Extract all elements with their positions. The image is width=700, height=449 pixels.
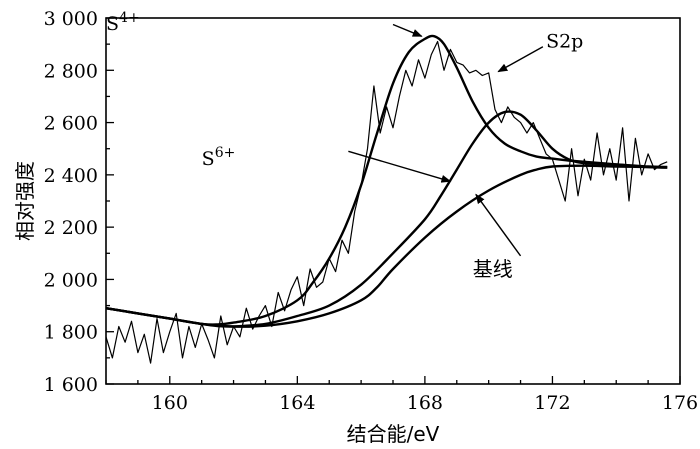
plot-area xyxy=(105,34,668,364)
x-tick-label: 172 xyxy=(534,392,570,414)
annotation-label: S4+ xyxy=(106,10,140,35)
series-line xyxy=(105,40,668,364)
annotation-arrow xyxy=(348,150,452,183)
x-axis-label: 结合能/eV xyxy=(347,422,440,446)
plot-frame xyxy=(105,17,681,385)
y-tick-label: 2 200 xyxy=(44,217,98,239)
x-tick-label: 168 xyxy=(407,392,443,414)
y-axis: 1 600 1 800 2 000 2 200 2 400 2 600 2 800 3 000 xyxy=(44,8,114,396)
annotation-label: S2p xyxy=(546,30,583,52)
y-tick-label: 2 600 xyxy=(44,113,98,135)
annotations: S4+ S2p S6+ 基线 xyxy=(106,10,583,281)
y-tick-label: 1 800 xyxy=(44,322,98,344)
annotation-arrow xyxy=(392,23,423,37)
series-line xyxy=(105,164,668,328)
x-axis: 160 164 168 172 176 xyxy=(105,376,698,414)
y-axis-label: 相对强度 xyxy=(13,161,37,241)
x-tick-label: 160 xyxy=(152,392,188,414)
annotation-superscript: 6+ xyxy=(215,145,236,161)
x-tick-label: 164 xyxy=(279,392,315,414)
y-tick-label: 3 000 xyxy=(44,8,98,30)
x-tick-label: 176 xyxy=(662,392,698,414)
annotation-arrow xyxy=(497,46,544,73)
y-tick-label: 2 800 xyxy=(44,60,98,82)
annotation-arrow xyxy=(475,193,522,257)
annotation-superscript: 4+ xyxy=(119,10,140,26)
series-line xyxy=(105,110,668,328)
y-tick-label: 2 000 xyxy=(44,269,98,291)
annotation-label: 基线 xyxy=(473,257,513,281)
annotation-label: S6+ xyxy=(202,145,236,170)
y-tick-label: 2 400 xyxy=(44,165,98,187)
y-tick-label: 1 600 xyxy=(44,374,98,396)
series-line xyxy=(105,34,668,326)
